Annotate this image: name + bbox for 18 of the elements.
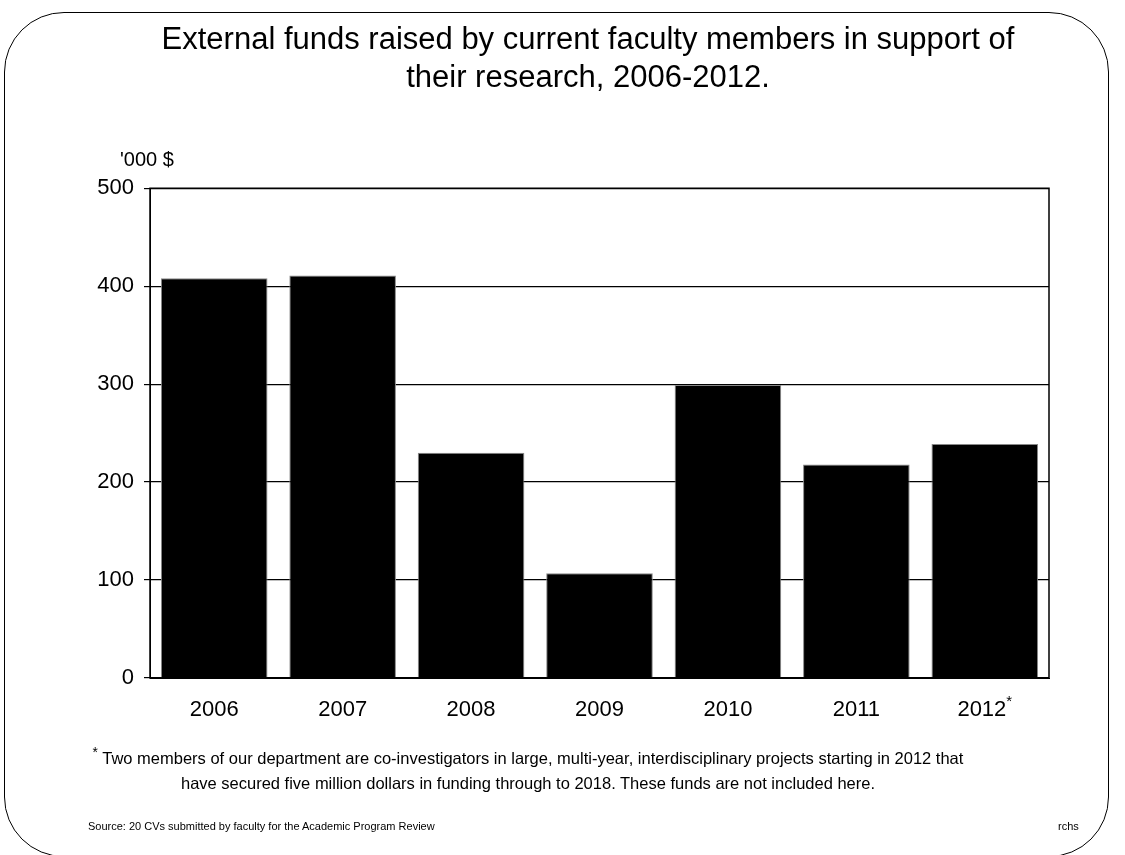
x-tick-label: 2012* [957,692,1013,721]
x-tick-label: 2008 [446,696,496,721]
y-tick-label: 300 [97,370,134,396]
text: $^{*}$ Two members of our department are co-investigators in large, multi-year, interdisciplinary projects starting in 2012 that have secured five million dollars in funding through to 2018. These funds are not included here. [91,744,965,794]
x-tick-label: 2009 [575,696,624,721]
y-tick-label: 500 [97,174,134,200]
x-tick-label: 2011 [832,696,881,721]
y-tick-label: 100 [97,566,134,592]
x-tick-label: 2010 [703,696,753,721]
x-tick-label: 2006 [189,696,239,721]
y-tick-label: 200 [97,468,134,494]
source-note: Source: 20 CVs submitted by faculty for the Academic Program Review [88,820,435,832]
x-tick-label: 2007 [318,696,368,721]
y-tick-label: 400 [97,272,134,298]
y-axis-title: '000 $ [120,148,174,171]
text: rchs [1058,820,1079,832]
chart-title: External funds raised by current faculty members in support of their research, 2006-2012. [160,20,1016,96]
y-tick-label: 0 [121,664,134,690]
